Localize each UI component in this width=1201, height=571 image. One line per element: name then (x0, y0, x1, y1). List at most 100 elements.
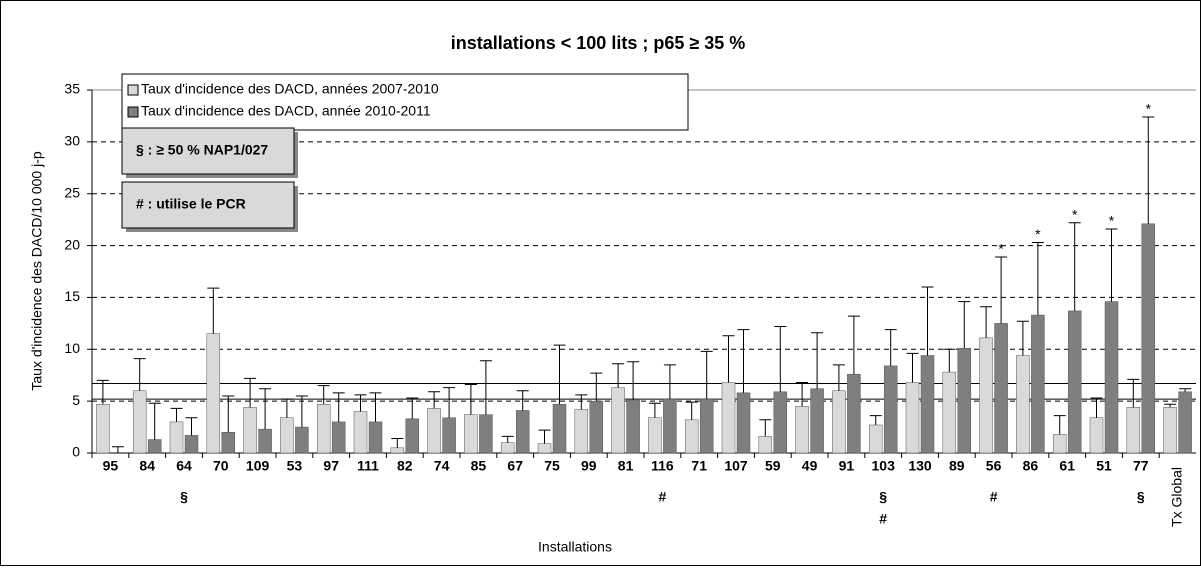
error-bar (921, 286, 934, 356)
x-tick-label: 74 (434, 458, 450, 474)
error-bar (774, 325, 787, 392)
x-tick-label: 109 (246, 458, 270, 474)
bar (868, 424, 883, 454)
x-tick-label: 59 (765, 458, 781, 474)
note-box (121, 181, 295, 229)
error-bar (516, 390, 529, 411)
legend-swatch (127, 106, 139, 118)
x-tick-label: 99 (581, 458, 597, 474)
bar (1104, 301, 1119, 454)
error-bar (1127, 378, 1140, 408)
bar (942, 371, 957, 454)
error-bar (1031, 241, 1044, 316)
footnote-marker: # (659, 489, 667, 505)
x-tick-label: 95 (103, 458, 119, 474)
bar (832, 390, 846, 454)
bar (390, 447, 405, 454)
error-bar (1090, 397, 1103, 418)
x-axis-title: Installations (538, 539, 612, 555)
error-bar (995, 256, 1008, 324)
x-tick-label: 70 (213, 458, 229, 474)
significance-star: * (1035, 226, 1041, 242)
bar (316, 404, 331, 454)
x-tick-label: 75 (544, 458, 560, 474)
bar (1126, 407, 1141, 454)
x-tick-label: 71 (691, 458, 707, 474)
chart-title: installations < 100 lits ; p65 ≥ 35 % (451, 33, 746, 53)
bar (243, 407, 257, 454)
bar (1031, 314, 1045, 454)
bar (773, 391, 788, 454)
error-bar (663, 364, 676, 400)
error-bar (369, 392, 382, 422)
error-bar (259, 388, 272, 430)
footnote-marker: § (879, 489, 887, 505)
error-bar (1016, 320, 1029, 356)
x-tick-label: 53 (287, 458, 303, 474)
footnote-marker: § (1137, 489, 1145, 505)
bar (920, 355, 935, 454)
error-bar (590, 372, 603, 402)
x-tick-label: 89 (949, 458, 965, 474)
error-bar (627, 361, 640, 401)
error-bar (958, 301, 971, 349)
y-axis-title: Taux d'incidence des DACD/10 000 j-p (29, 151, 45, 390)
significance-star: * (1146, 101, 1152, 117)
error-bar (980, 306, 993, 338)
x-tick-label: 91 (839, 458, 855, 474)
y-tick-label: 20 (64, 236, 80, 252)
bar (280, 417, 294, 454)
error-bar (796, 381, 809, 407)
bar (957, 347, 972, 454)
bar (537, 443, 552, 454)
footnote-marker: # (990, 489, 998, 505)
bar (1016, 355, 1030, 454)
x-tick-label: 51 (1096, 458, 1112, 474)
error-bar (722, 335, 735, 383)
bar (795, 406, 809, 454)
x-tick-label: 67 (507, 458, 523, 474)
x-tick-label: 61 (1059, 458, 1075, 474)
x-tick-label: 81 (618, 458, 634, 474)
note-box (121, 127, 295, 175)
error-bar (443, 387, 456, 418)
legend-box (121, 73, 689, 131)
x-tick-label: 85 (471, 458, 487, 474)
error-bar (1105, 228, 1118, 302)
error-bar (1179, 388, 1192, 392)
error-bar (170, 407, 183, 422)
error-bar (207, 287, 220, 334)
bar (295, 426, 309, 454)
bar (611, 387, 625, 454)
error-bar (501, 435, 514, 443)
error-bar (185, 417, 198, 436)
legend-swatch (127, 84, 139, 96)
bar (515, 410, 530, 454)
error-bar (538, 429, 551, 444)
error-bar (737, 329, 750, 393)
x-tick-label: 82 (397, 458, 413, 474)
bar (500, 442, 515, 454)
bar (479, 414, 493, 454)
y-tick-label: 25 (64, 184, 80, 200)
bar (736, 392, 751, 454)
x-tick-label: 64 (176, 458, 192, 474)
error-bar (884, 329, 897, 366)
legend-label: Taux d'incidence des DACD, années 2007-2… (141, 81, 439, 97)
error-bar (612, 363, 625, 388)
bar (169, 421, 184, 454)
y-tick-label: 30 (64, 133, 80, 149)
bar (663, 398, 677, 454)
x-tick-label: 84 (139, 458, 155, 474)
y-tick-label: 5 (72, 392, 80, 408)
bar (699, 398, 714, 454)
error-bar (553, 344, 566, 405)
error-bar (1142, 116, 1155, 224)
bar (589, 400, 604, 454)
bar (1052, 434, 1067, 454)
error-bar (280, 398, 293, 418)
x-tick-label: Tx Global (1168, 467, 1184, 527)
error-bar (575, 394, 588, 410)
significance-star: * (1072, 206, 1078, 222)
